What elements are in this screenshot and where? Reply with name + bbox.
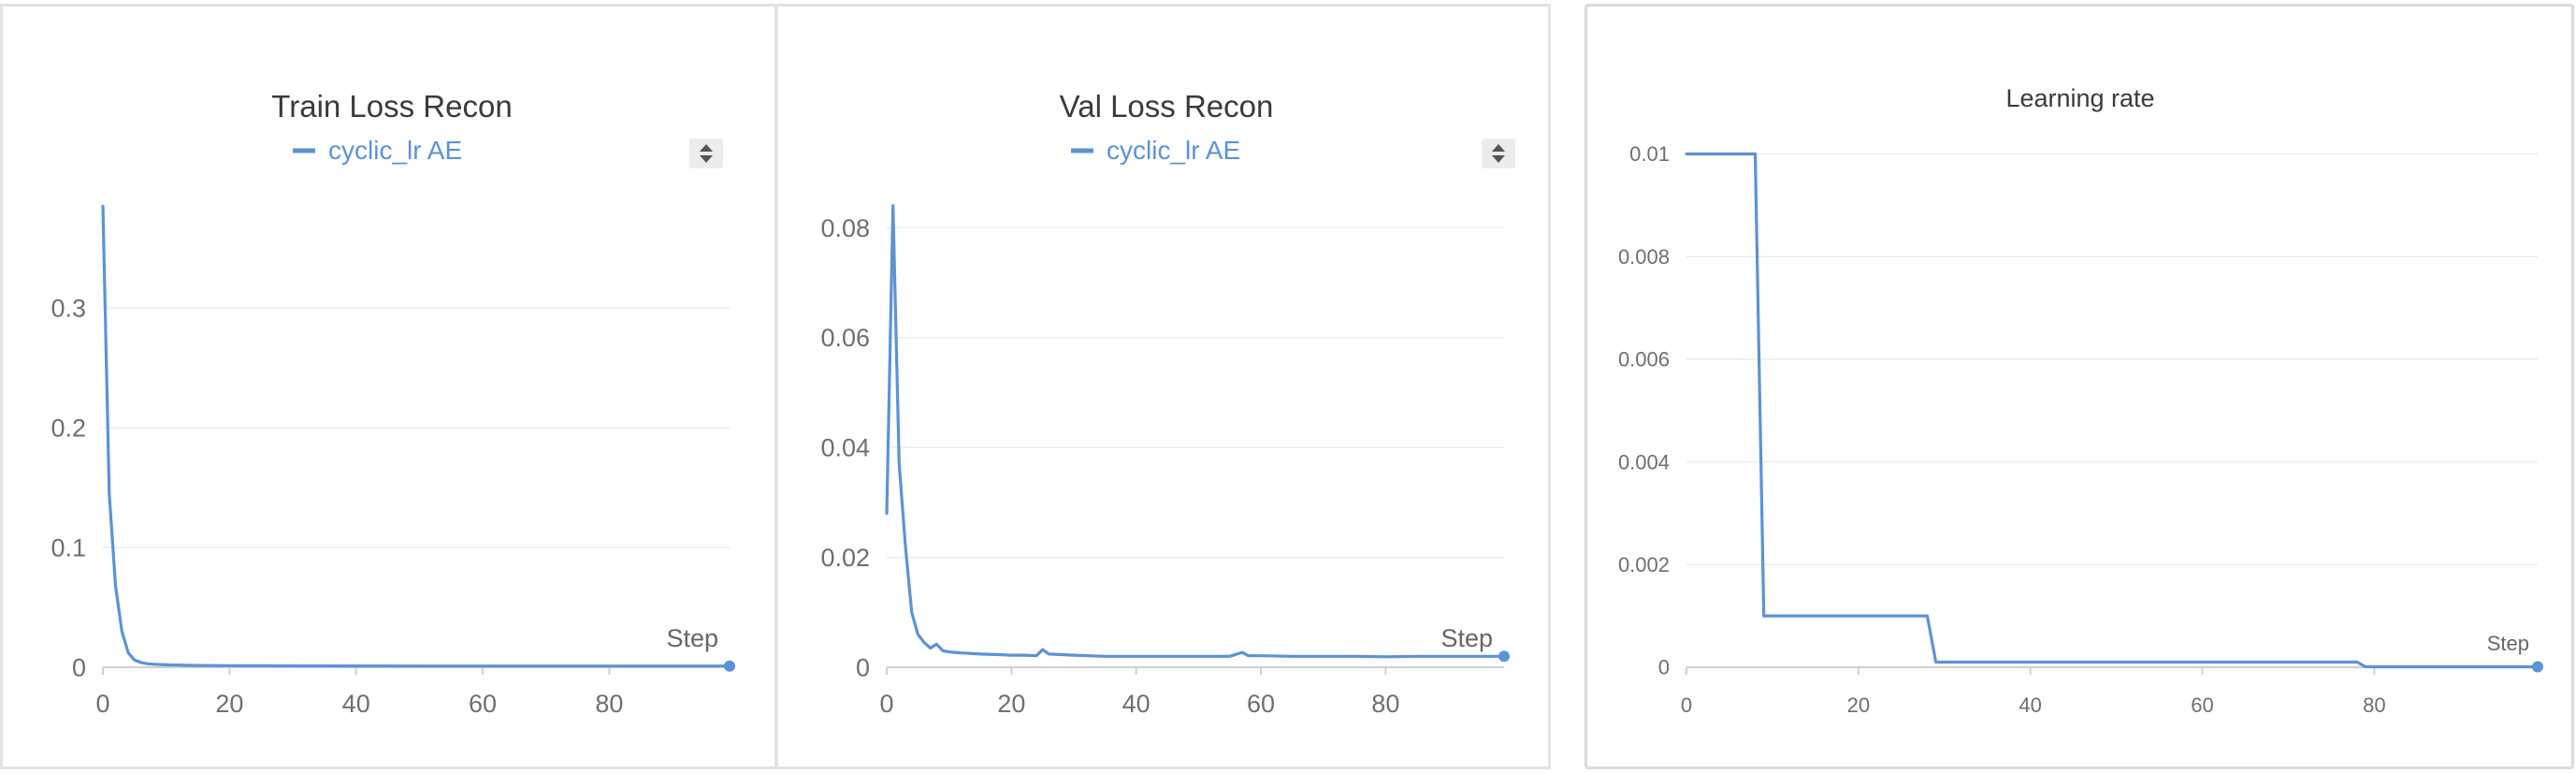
chart-title: Val Loss Recon: [1060, 89, 1274, 124]
caret-up-icon[interactable]: [1492, 144, 1505, 152]
y-tick-label: 0.008: [1618, 245, 1670, 269]
y-tick-label: 0.3: [51, 295, 86, 323]
chart-title: Train Loss Recon: [271, 89, 512, 124]
series-line: [1685, 152, 2540, 669]
legend-label: cyclic_lr AE: [1107, 136, 1240, 165]
x-axis-label: Step: [666, 624, 718, 652]
legend-label: cyclic_lr AE: [328, 136, 462, 165]
y-tick-label: 0.02: [820, 544, 870, 572]
series-end-point: [2532, 661, 2543, 673]
y-tick-label: 0.002: [1618, 553, 1670, 576]
x-tick-label: 0: [879, 690, 893, 718]
y-tick-label: 0.004: [1618, 450, 1670, 474]
x-axis-label: Step: [2487, 632, 2529, 655]
toggle-background[interactable]: [689, 139, 723, 168]
series-line: [101, 204, 731, 668]
x-tick-label: 40: [1122, 690, 1151, 718]
y-tick-label: 0.01: [1629, 142, 1670, 166]
x-tick-label: 60: [2191, 693, 2213, 717]
x-tick-label: 60: [1247, 690, 1275, 718]
toggle-background[interactable]: [1482, 139, 1515, 168]
y-tick-label: 0.08: [820, 214, 870, 242]
val-loss-recon-panel: Val Loss Recon cyclic_lr AE 0 0.02 0.04 0.06 0…: [776, 4, 1551, 769]
y-tick-label: 0.04: [820, 434, 870, 462]
caret-down-icon[interactable]: [1492, 155, 1505, 163]
y-tick-label: 0: [72, 653, 86, 681]
x-tick-label: 20: [997, 690, 1025, 718]
y-tick-label: 0.1: [51, 534, 86, 562]
y-tick-label: 0.006: [1618, 348, 1670, 372]
x-tick-label: 40: [2019, 693, 2041, 717]
x-tick-label: 80: [1371, 690, 1399, 718]
y-tick-label: 0: [1658, 656, 1670, 679]
y-tick-label: 0.06: [820, 324, 870, 352]
series-end-point: [1498, 650, 1510, 663]
x-axis-label: Step: [1440, 624, 1493, 652]
x-tick-label: 20: [1847, 693, 1870, 717]
train-loss-recon-chart: Train Loss Recon cyclic_lr AE 0 0.1 0.2 0.3 0 2…: [51, 89, 735, 718]
x-tick-label: 80: [595, 690, 623, 718]
legend-sort-toggle[interactable]: [1482, 139, 1515, 168]
x-tick-label: 60: [469, 690, 497, 718]
caret-up-icon[interactable]: [700, 144, 713, 152]
caret-down-icon[interactable]: [700, 155, 713, 163]
learning-rate-chart: Learning rate 0 0.002 0.004 0.006 0.008 0.01 0 2…: [1618, 84, 2543, 717]
chart-title: Learning rate: [2005, 84, 2154, 112]
legend-sort-toggle[interactable]: [689, 139, 723, 168]
series-end-point: [724, 660, 735, 672]
x-tick-label: 0: [1681, 693, 1692, 717]
y-tick-label: 0.2: [51, 415, 86, 443]
x-tick-label: 40: [342, 690, 370, 718]
x-tick-label: 80: [2363, 693, 2385, 717]
x-tick-label: 0: [95, 690, 109, 718]
series-line: [885, 204, 1506, 659]
val-loss-recon-chart: Val Loss Recon cyclic_lr AE 0 0.02 0.04 0.06 0…: [820, 89, 1515, 718]
y-tick-label: 0: [856, 653, 870, 681]
x-tick-label: 20: [215, 690, 243, 718]
train-loss-recon-panel: Train Loss Recon cyclic_lr AE 0 0.1 0.2 0.3 0 2…: [0, 4, 776, 769]
learning-rate-panel: Learning rate 0 0.002 0.004 0.006 0.008 0.01 0 2…: [1585, 4, 2574, 769]
